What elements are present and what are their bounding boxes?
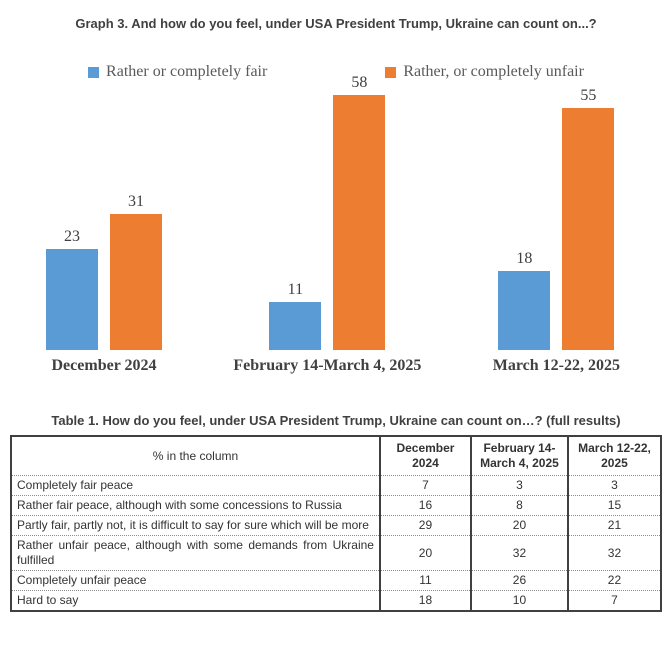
- row-label-cell: Rather fair peace, although with some co…: [11, 495, 380, 516]
- value-cell: 3: [566, 475, 661, 496]
- legend-item: Rather, or completely unfair: [385, 63, 584, 81]
- bar-group: 11 58 February 14-March 4, 2025: [233, 74, 421, 375]
- value-cell: 15: [566, 495, 661, 516]
- bar-value-label: 31: [128, 193, 144, 210]
- bar-value-label: 55: [580, 87, 597, 104]
- bar-value-label: 18: [516, 250, 533, 267]
- value-cell: 26: [469, 570, 568, 591]
- value-cell: 18: [378, 590, 471, 611]
- value-cell: 8: [469, 495, 568, 516]
- row-label-cell: Hard to say: [11, 590, 380, 611]
- bar-pair: 11 58: [269, 74, 386, 350]
- table-row: Rather fair peace, although with some co…: [11, 495, 661, 516]
- column-header-period: March 12-22, 2025: [566, 436, 661, 476]
- value-cell: 22: [566, 570, 661, 591]
- bar-chart-plot-area: 23 31 December 2024 11 58 February 14-March 4…: [0, 74, 672, 375]
- table-header-row: % in the column December 2024 February 14-…: [11, 436, 661, 476]
- bar-value-label: 11: [287, 281, 304, 298]
- bar-group: 18 55 March 12-22, 2025: [493, 87, 620, 375]
- table-row: Completely fair peace 7 3 3: [11, 475, 661, 496]
- bar: [46, 249, 98, 350]
- bar-value-label: 58: [351, 74, 368, 91]
- bar: [269, 302, 322, 350]
- table-row: Hard to say 18 10 7: [11, 590, 661, 611]
- bar-column: 55: [562, 87, 615, 350]
- value-cell: 7: [566, 590, 661, 611]
- column-header-label: % in the column: [152, 448, 239, 463]
- bar-column: 58: [333, 74, 386, 350]
- bar: [333, 95, 386, 350]
- value-cell: 20: [378, 535, 471, 571]
- legend-label: Rather or completely fair: [106, 63, 268, 80]
- table-row: Completely unfair peace 11 26 22: [11, 570, 661, 591]
- bar: [110, 214, 162, 350]
- category-label: March 12-22, 2025: [492, 357, 620, 374]
- chart-title: Graph 3. And how do you feel, under USA …: [75, 16, 597, 31]
- table-title: Table 1. How do you feel, under USA Pres…: [51, 413, 621, 428]
- table-row: Rather unfair peace, although with some …: [11, 535, 661, 571]
- category-label: December 2024: [51, 357, 157, 374]
- category-label: February 14-March 4, 2025: [233, 357, 422, 374]
- value-cell: 32: [566, 535, 661, 571]
- value-cell: 16: [378, 495, 471, 516]
- row-label-cell: Partly fair, partly not, it is difficult…: [11, 515, 380, 536]
- value-cell: 3: [469, 475, 568, 496]
- chart-section: Graph 3. And how do you feel, under USA …: [0, 16, 672, 375]
- table-section: Table 1. How do you feel, under USA Pres…: [0, 413, 672, 612]
- bar-column: 23: [46, 228, 98, 350]
- column-header-period: February 14- March 4, 2025: [469, 436, 568, 476]
- legend-item: Rather or completely fair: [88, 63, 267, 81]
- column-header-period: December 2024: [378, 436, 471, 476]
- legend-swatch-icon: [88, 67, 100, 78]
- value-cell: 10: [469, 590, 568, 611]
- bar: [498, 271, 551, 350]
- bar-column: 18: [498, 250, 551, 350]
- table-row: Partly fair, partly not, it is difficult…: [11, 515, 661, 536]
- value-cell: 21: [566, 515, 661, 536]
- row-label-cell: Completely unfair peace: [11, 570, 380, 591]
- bar-column: 31: [110, 193, 162, 350]
- chart-legend: Rather or completely fair Rather, or comp…: [0, 63, 672, 81]
- bar: [562, 108, 615, 350]
- bar-pair: 18 55: [498, 87, 615, 350]
- value-cell: 11: [378, 570, 471, 591]
- value-cell: 29: [378, 515, 471, 536]
- bar-group: 23 31 December 2024: [46, 193, 162, 375]
- row-label-cell: Rather unfair peace, although with some …: [11, 535, 380, 571]
- value-cell: 20: [469, 515, 568, 536]
- results-table: % in the column December 2024 February 14-…: [10, 435, 662, 612]
- bar-column: 11: [269, 281, 322, 350]
- value-cell: 7: [378, 475, 471, 496]
- legend-swatch-icon: [385, 67, 397, 78]
- row-label-cell: Completely fair peace: [11, 475, 380, 496]
- bar-pair: 23 31: [46, 193, 162, 350]
- value-cell: 32: [469, 535, 568, 571]
- bar-value-label: 23: [64, 228, 80, 245]
- legend-label: Rather, or completely unfair: [403, 63, 584, 80]
